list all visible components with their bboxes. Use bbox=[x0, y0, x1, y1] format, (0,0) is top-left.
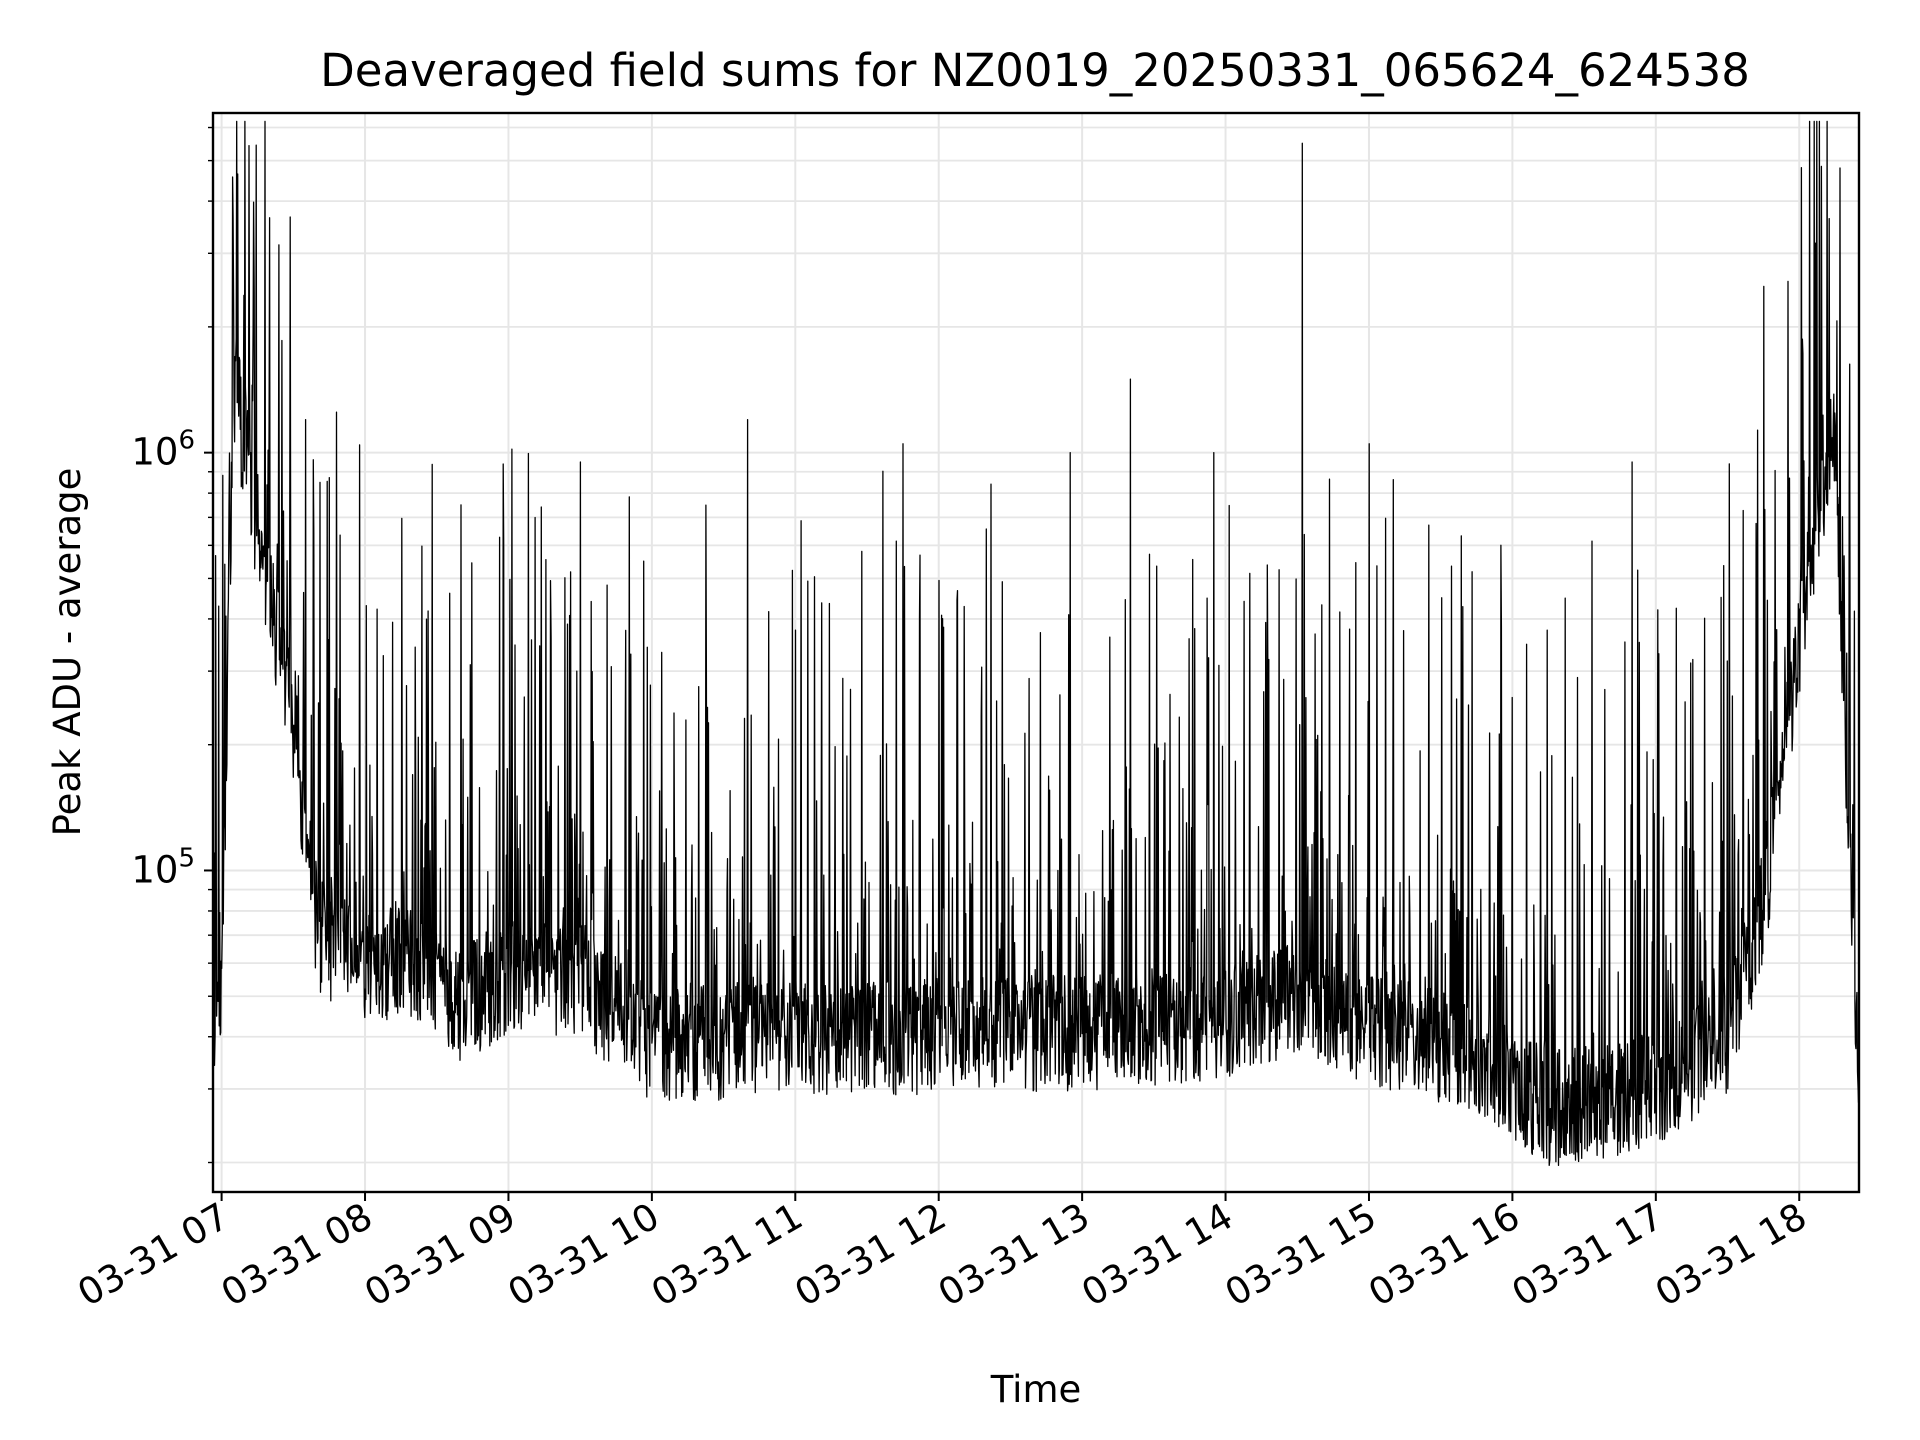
x-axis-label: Time bbox=[990, 1368, 1082, 1411]
plot-frame bbox=[211, 111, 1861, 1194]
y-tick-base: 10 bbox=[131, 431, 178, 474]
y-tick-base: 10 bbox=[131, 848, 178, 891]
y-tick-label: 106 bbox=[131, 426, 195, 474]
gridlines bbox=[213, 113, 1859, 1192]
series-layer bbox=[213, 120, 1859, 1167]
chart-title: Deaveraged field sums for NZ0019_2025033… bbox=[320, 44, 1750, 97]
series-line bbox=[213, 120, 1859, 1167]
y-tick-exponent: 5 bbox=[178, 843, 195, 873]
y-tick-exponent: 6 bbox=[178, 426, 195, 456]
y-axis-label: Peak ADU - average bbox=[46, 468, 89, 837]
y-tick-label: 105 bbox=[131, 843, 195, 891]
